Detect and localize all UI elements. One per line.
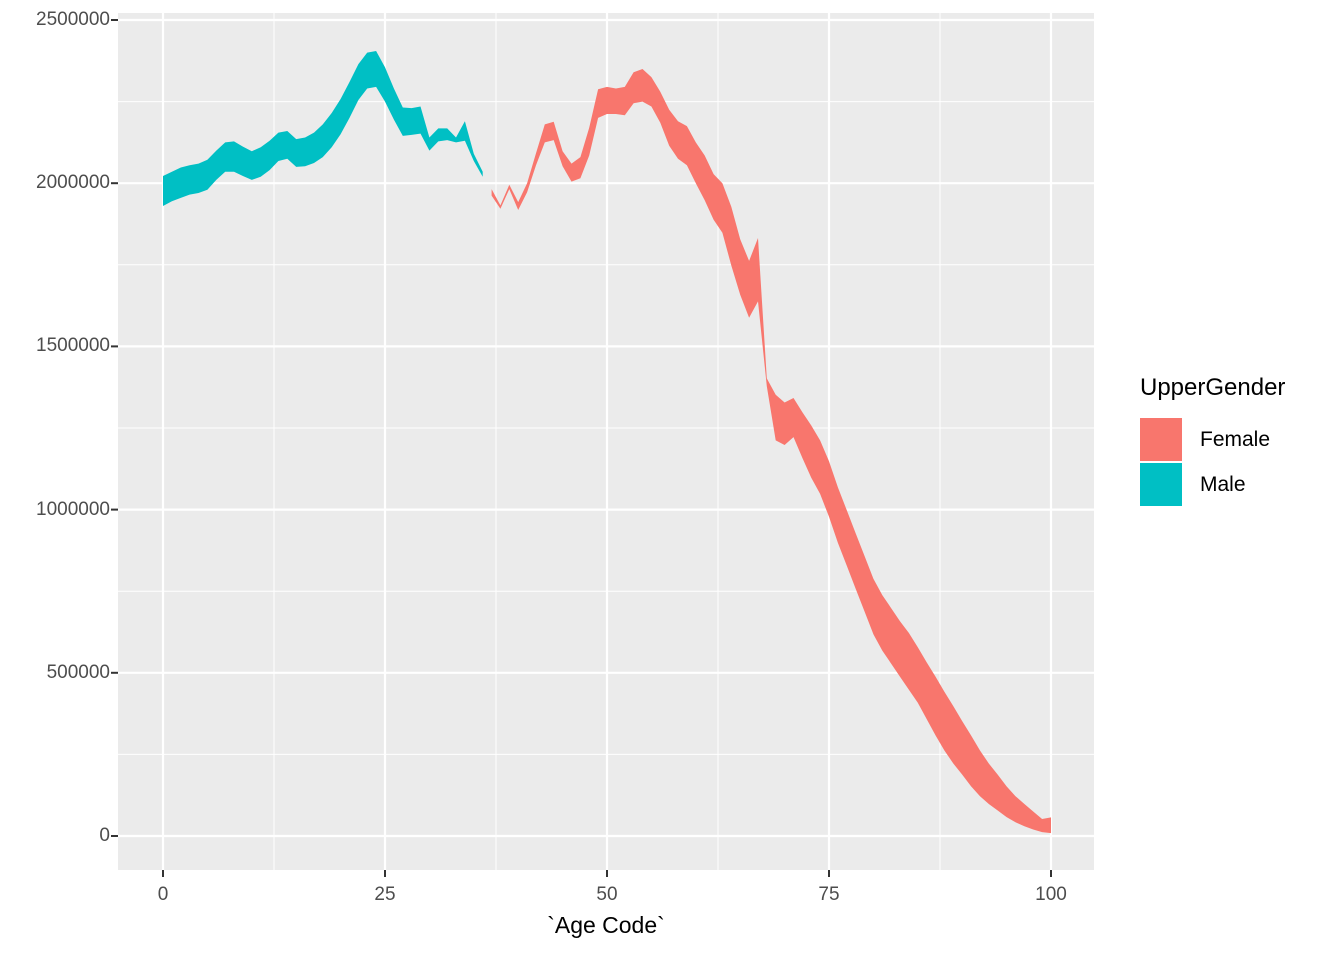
legend-label-female: Female [1200,427,1271,451]
legend-label-male: Male [1200,472,1246,496]
x-tick-label: 0 [157,884,169,905]
legend-item-female: Female [1140,418,1340,461]
y-tick-label: 2000000 [36,172,110,193]
x-tick-label: 50 [596,884,618,905]
x-tick-label: 25 [374,884,396,905]
legend-title: UpperGender [1140,374,1286,401]
y-tick-label: 2500000 [36,9,110,30]
x-tick-label: 75 [818,884,840,905]
y-tick-label: 1000000 [36,499,110,520]
x-axis-title: `Age Code` [547,912,665,938]
female-swatch [1140,418,1182,461]
x-tick-label: 100 [1035,884,1067,905]
y-tick-label: 1500000 [36,335,110,356]
legend-item-male: Male [1140,463,1340,506]
male-swatch [1140,463,1182,506]
y-tick-label: 500000 [46,662,110,683]
legend: UpperGender Female Male [1140,374,1340,508]
y-tick-label: 0 [99,825,110,846]
